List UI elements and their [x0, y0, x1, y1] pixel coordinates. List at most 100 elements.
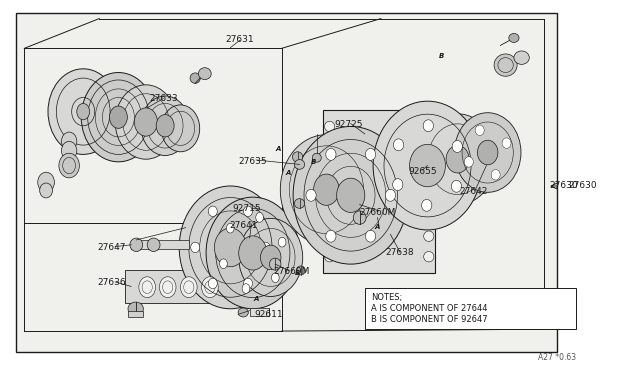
Ellipse shape [477, 140, 498, 165]
Ellipse shape [502, 138, 511, 148]
Ellipse shape [422, 199, 432, 211]
Text: 27641: 27641 [229, 221, 257, 230]
Text: A: A [253, 296, 259, 302]
Ellipse shape [494, 54, 517, 76]
Ellipse shape [261, 242, 270, 253]
Ellipse shape [208, 278, 217, 289]
Ellipse shape [324, 231, 335, 241]
Text: 27636: 27636 [98, 278, 126, 287]
Ellipse shape [373, 101, 482, 230]
Ellipse shape [296, 266, 305, 275]
Text: A: A [375, 224, 380, 230]
Ellipse shape [109, 106, 127, 128]
Text: 27631: 27631 [226, 35, 254, 44]
Ellipse shape [424, 188, 434, 199]
Ellipse shape [292, 152, 303, 162]
Ellipse shape [451, 180, 461, 192]
Bar [323, 110, 435, 273]
Ellipse shape [326, 148, 336, 160]
Ellipse shape [424, 121, 434, 132]
Bar [125, 270, 250, 303]
Ellipse shape [423, 120, 433, 132]
Ellipse shape [324, 166, 335, 176]
Ellipse shape [161, 105, 200, 152]
Ellipse shape [424, 251, 434, 262]
Ellipse shape [269, 258, 281, 270]
Text: B: B [311, 159, 316, 165]
Ellipse shape [424, 144, 434, 154]
Ellipse shape [40, 183, 52, 198]
Ellipse shape [306, 189, 316, 201]
Text: 27630: 27630 [549, 182, 577, 190]
Ellipse shape [180, 277, 197, 298]
Ellipse shape [324, 188, 335, 199]
Text: 27660M: 27660M [273, 267, 309, 276]
Text: 27633: 27633 [149, 94, 177, 103]
Ellipse shape [202, 277, 218, 298]
Text: B IS COMPONENT OF 92647: B IS COMPONENT OF 92647 [371, 315, 488, 324]
Bar [16, 13, 557, 352]
Ellipse shape [410, 144, 445, 187]
Ellipse shape [452, 141, 463, 153]
Ellipse shape [419, 114, 496, 205]
Ellipse shape [446, 145, 469, 173]
Ellipse shape [239, 218, 303, 296]
Bar [365, 288, 576, 329]
Ellipse shape [242, 284, 250, 294]
Ellipse shape [256, 212, 264, 222]
Ellipse shape [134, 108, 157, 136]
Ellipse shape [491, 170, 500, 180]
Text: 27660M: 27660M [360, 208, 396, 217]
Ellipse shape [239, 236, 267, 270]
Ellipse shape [81, 73, 156, 162]
Ellipse shape [191, 242, 200, 253]
Ellipse shape [465, 157, 474, 167]
Ellipse shape [115, 85, 177, 159]
Ellipse shape [509, 33, 519, 42]
Text: A27 *0.63: A27 *0.63 [538, 353, 576, 362]
Ellipse shape [424, 231, 434, 241]
Text: 27630: 27630 [568, 182, 597, 190]
Bar [131, 240, 189, 249]
Ellipse shape [206, 197, 300, 309]
Bar [250, 308, 269, 316]
Ellipse shape [130, 238, 143, 251]
Ellipse shape [385, 189, 396, 201]
Text: 27638: 27638 [386, 248, 414, 257]
Ellipse shape [424, 166, 434, 176]
Ellipse shape [324, 121, 335, 132]
Ellipse shape [77, 103, 90, 120]
Ellipse shape [294, 199, 305, 208]
Ellipse shape [365, 148, 376, 160]
Ellipse shape [260, 245, 281, 270]
Ellipse shape [128, 302, 143, 315]
Ellipse shape [179, 186, 282, 309]
Ellipse shape [337, 178, 365, 212]
Ellipse shape [326, 230, 336, 242]
Ellipse shape [198, 68, 211, 80]
Ellipse shape [61, 141, 77, 160]
Ellipse shape [159, 277, 176, 298]
Text: B: B [439, 53, 444, 59]
Ellipse shape [139, 277, 156, 298]
Ellipse shape [147, 238, 160, 251]
Ellipse shape [476, 125, 484, 135]
Ellipse shape [365, 230, 376, 242]
Ellipse shape [324, 144, 335, 154]
Ellipse shape [38, 172, 54, 192]
Ellipse shape [227, 223, 234, 233]
Text: B: B [295, 270, 300, 276]
Ellipse shape [312, 153, 321, 162]
Text: 27635: 27635 [239, 157, 267, 166]
Ellipse shape [271, 273, 279, 283]
Ellipse shape [392, 179, 403, 190]
Ellipse shape [61, 132, 77, 151]
Text: 27647: 27647 [98, 243, 126, 252]
Ellipse shape [324, 251, 335, 262]
Text: A IS COMPONENT OF 27644: A IS COMPONENT OF 27644 [371, 304, 488, 312]
Ellipse shape [454, 113, 521, 192]
Ellipse shape [190, 73, 200, 83]
Ellipse shape [394, 139, 404, 151]
Text: NOTES;: NOTES; [371, 293, 403, 302]
Ellipse shape [214, 228, 246, 267]
